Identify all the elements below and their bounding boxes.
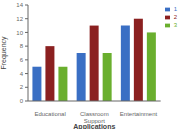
svg-text:2: 2 bbox=[20, 84, 24, 90]
svg-text:Applications: Applications bbox=[73, 123, 115, 129]
svg-text:10: 10 bbox=[16, 30, 23, 36]
svg-text:0: 0 bbox=[20, 98, 24, 104]
svg-text:Entertainment: Entertainment bbox=[120, 111, 158, 117]
html-text:Classroom: Classroom bbox=[80, 111, 109, 117]
html-text:Support: Support bbox=[83, 118, 105, 124]
html-text:2: 2 bbox=[173, 14, 177, 20]
html-text:3: 3 bbox=[173, 22, 177, 28]
svg-text:14: 14 bbox=[16, 2, 23, 8]
svg-text:Educational: Educational bbox=[34, 111, 65, 117]
svg-text:6: 6 bbox=[20, 57, 24, 63]
svg-text:Frequency: Frequency bbox=[8, 36, 9, 70]
svg-text:4: 4 bbox=[20, 71, 24, 77]
svg-text:12: 12 bbox=[16, 16, 23, 22]
svg-text:8: 8 bbox=[20, 43, 24, 49]
html-text:1: 1 bbox=[173, 6, 177, 12]
